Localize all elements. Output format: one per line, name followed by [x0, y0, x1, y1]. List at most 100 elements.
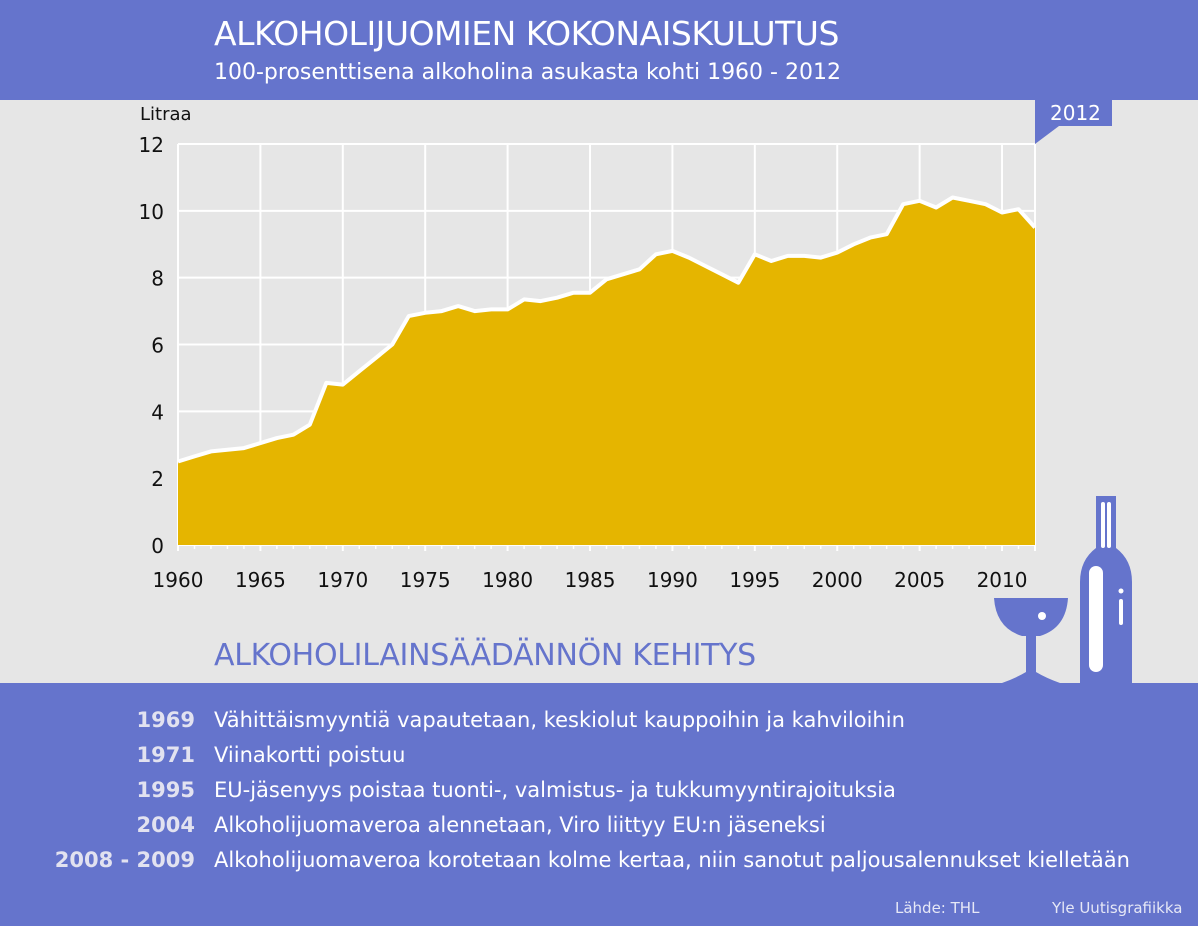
x-tick-label: 2010 — [977, 568, 1028, 592]
data-point-1973 — [391, 343, 394, 346]
year-flag: 2012 — [1035, 100, 1112, 144]
legislation-panel — [0, 683, 1198, 926]
x-tick-label: 1960 — [153, 568, 204, 592]
x-tick-label: 2005 — [894, 568, 945, 592]
y-axis-label: Litraa — [140, 104, 192, 125]
x-tick-label: 1975 — [400, 568, 451, 592]
data-point-1995 — [753, 253, 756, 256]
y-tick-label: 4 — [151, 400, 164, 424]
data-point-1976 — [440, 310, 443, 313]
data-point-2000 — [836, 251, 839, 254]
data-point-2006 — [935, 206, 938, 209]
data-point-1977 — [457, 305, 460, 308]
legislation-item: 2004 Alkoholijuomaveroa alennetaan, Viro… — [0, 813, 1198, 845]
data-point-1960 — [177, 460, 180, 463]
data-point-1966 — [275, 437, 278, 440]
data-point-1999 — [819, 256, 822, 259]
x-tick-label: 1970 — [317, 568, 368, 592]
legislation-year: 1995 — [136, 778, 195, 802]
data-point-1967 — [292, 433, 295, 436]
data-point-1985 — [589, 291, 592, 294]
data-point-1979 — [490, 308, 493, 311]
y-tick-label: 10 — [139, 200, 164, 224]
x-tick-label: 1995 — [729, 568, 780, 592]
data-point-2004 — [902, 203, 905, 206]
data-point-1983 — [556, 296, 559, 299]
data-point-2005 — [918, 199, 921, 202]
data-point-2008 — [968, 199, 971, 202]
data-point-1972 — [374, 356, 377, 359]
data-point-1961 — [193, 455, 196, 458]
header-band: ALKOHOLIJUOMIEN KOKONAISKULUTUS 100-pros… — [0, 0, 1198, 100]
data-point-1987 — [622, 273, 625, 276]
legislation-year: 2004 — [136, 813, 195, 837]
chart-title: ALKOHOLIJUOMIEN KOKONAISKULUTUS — [214, 14, 839, 53]
legislation-text: Vähittäismyyntiä vapautetaan, keskiolut … — [214, 708, 905, 732]
legislation-item: 1971 Viinakortti poistuu — [0, 743, 1198, 775]
data-point-1975 — [424, 311, 427, 314]
source-credit: Lähde: THL — [895, 899, 980, 917]
data-point-1982 — [539, 300, 542, 303]
consumption-line — [177, 195, 1037, 464]
data-point-2007 — [951, 196, 954, 199]
data-point-1993 — [720, 273, 723, 276]
data-point-1970 — [341, 383, 344, 386]
x-tick-label: 1965 — [235, 568, 286, 592]
data-point-1992 — [704, 265, 707, 268]
chart-subtitle: 100-prosenttisena alkoholina asukasta ko… — [214, 60, 841, 85]
y-tick-label: 2 — [151, 467, 164, 491]
data-point-1978 — [473, 310, 476, 313]
legislation-year: 1971 — [136, 743, 195, 767]
data-point-2012 — [1034, 226, 1037, 229]
legislation-text: Alkoholijuomaveroa korotetaan kolme kert… — [214, 848, 1130, 872]
data-point-1969 — [325, 381, 328, 384]
data-point-1990 — [671, 249, 674, 252]
y-tick-label: 6 — [151, 334, 164, 358]
legislation-year: 2008 - 2009 — [54, 848, 195, 872]
data-point-2009 — [984, 203, 987, 206]
x-tick-label: 1990 — [647, 568, 698, 592]
consumption-chart: 1960 1965 1970 1975 1980 1985 1990 1995 2000 2005… — [139, 100, 1112, 592]
data-point-1989 — [654, 253, 657, 256]
data-point-1998 — [803, 254, 806, 257]
legislation-text: Alkoholijuomaveroa alennetaan, Viro liit… — [214, 813, 826, 837]
data-point-1964 — [242, 447, 245, 450]
axes: 1960 1965 1970 1975 1980 1985 1990 1995 2000 2005… — [139, 133, 1036, 592]
data-point-1974 — [407, 315, 410, 318]
x-tick-label: 1985 — [565, 568, 616, 592]
data-point-2003 — [885, 233, 888, 236]
data-point-2010 — [1001, 211, 1004, 214]
legislation-title: ALKOHOLILAINSÄÄDÄNNÖN KEHITYS — [214, 638, 756, 673]
legislation-item: 1995 EU-jäsenyys poistaa tuonti-, valmis… — [0, 778, 1198, 810]
author-credit: Yle Uutisgrafiikka — [1052, 899, 1183, 917]
data-point-1994 — [737, 281, 740, 284]
x-tick-label: 2000 — [812, 568, 863, 592]
data-point-1980 — [506, 308, 509, 311]
y-tick-label: 0 — [151, 534, 164, 558]
data-point-1963 — [226, 448, 229, 451]
data-point-1984 — [572, 291, 575, 294]
legislation-text: EU-jäsenyys poistaa tuonti-, valmistus- … — [214, 778, 896, 802]
data-point-1971 — [358, 370, 361, 373]
data-point-2001 — [852, 243, 855, 246]
consumption-area — [178, 197, 1035, 545]
data-point-1962 — [210, 450, 213, 453]
data-point-1968 — [308, 423, 311, 426]
data-point-2011 — [1017, 208, 1020, 211]
data-point-1996 — [770, 260, 773, 263]
data-point-1988 — [638, 268, 641, 271]
data-point-1997 — [786, 254, 789, 257]
legislation-item: 2008 - 2009 Alkoholijuomaveroa korotetaa… — [0, 848, 1198, 880]
y-tick-label: 8 — [151, 267, 164, 291]
legislation-item: 1969 Vähittäismyyntiä vapautetaan, keski… — [0, 708, 1198, 740]
data-point-1981 — [523, 298, 526, 301]
x-tick-label: 1980 — [482, 568, 533, 592]
year-flag-label: 2012 — [1050, 101, 1101, 125]
data-point-1965 — [259, 442, 262, 445]
data-point-2002 — [869, 236, 872, 239]
legislation-year: 1969 — [136, 708, 195, 732]
data-point-1986 — [605, 278, 608, 281]
y-tick-label: 12 — [139, 133, 164, 157]
wine-glass-icon — [994, 598, 1068, 683]
data-point-1991 — [687, 256, 690, 259]
